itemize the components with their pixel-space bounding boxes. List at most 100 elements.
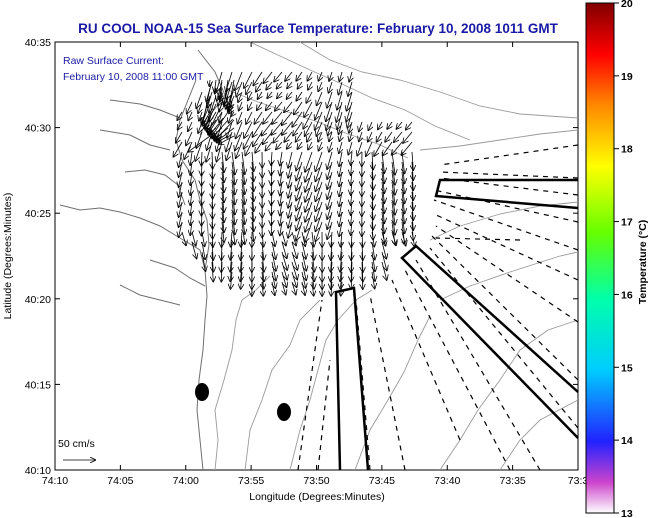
current-vector xyxy=(327,211,333,229)
current-vector xyxy=(412,181,413,200)
current-vector xyxy=(382,231,386,246)
current-vector xyxy=(253,131,263,146)
current-vector xyxy=(212,251,213,272)
current-vector xyxy=(351,161,352,175)
current-vector xyxy=(337,91,343,110)
current-vector xyxy=(337,111,343,129)
coastline-segment xyxy=(109,99,181,119)
current-vector xyxy=(262,251,264,272)
current-vector xyxy=(402,201,405,223)
current-vector xyxy=(272,271,275,288)
colorbar-label: Temperature (°C) xyxy=(637,220,649,305)
colorbar-tick-label: 19 xyxy=(621,71,633,83)
current-vector xyxy=(401,141,413,155)
current-vector xyxy=(349,71,352,82)
coastline-segment xyxy=(99,129,171,151)
current-vector xyxy=(392,141,403,155)
current-vector xyxy=(327,91,333,108)
current-vector xyxy=(271,261,276,280)
current-vector xyxy=(263,131,273,144)
current-vector xyxy=(212,231,213,247)
current-vector xyxy=(382,171,384,193)
current-vector xyxy=(282,281,286,294)
current-vector xyxy=(372,231,374,246)
current-vector xyxy=(301,261,306,280)
colorbar-tick-label: 16 xyxy=(621,289,633,301)
shipping-lane-boxes xyxy=(334,178,579,471)
current-vector xyxy=(229,103,235,113)
current-vector xyxy=(281,251,287,270)
current-vector xyxy=(187,101,193,114)
current-vector xyxy=(308,81,312,90)
current-vector xyxy=(392,171,395,194)
current-vector xyxy=(298,81,302,89)
current-vector xyxy=(252,211,254,231)
current-vector xyxy=(331,241,332,260)
current-vector xyxy=(392,201,395,224)
current-vector xyxy=(382,201,384,223)
current-vector xyxy=(222,151,224,172)
x-tick-label: 74:05 xyxy=(107,475,133,487)
current-vector xyxy=(287,81,292,88)
current-vector xyxy=(271,121,283,135)
y-tick-label: 40:35 xyxy=(25,37,51,49)
current-vector xyxy=(190,151,192,165)
current-vector xyxy=(209,79,210,86)
current-vector xyxy=(319,141,322,150)
current-vector xyxy=(317,91,323,105)
current-vector xyxy=(280,221,282,235)
current-vector xyxy=(195,141,203,161)
current-vector xyxy=(190,161,192,175)
current-vector xyxy=(362,271,363,289)
current-vector xyxy=(226,131,233,151)
current-vector xyxy=(188,135,211,152)
current-vector xyxy=(188,111,192,120)
current-vector xyxy=(288,191,293,208)
current-vector xyxy=(245,141,253,155)
current-vector xyxy=(271,191,272,205)
coverage-line xyxy=(403,267,511,471)
current-vector xyxy=(271,161,272,175)
current-vector xyxy=(351,211,352,225)
current-vector xyxy=(277,81,283,89)
current-vector xyxy=(241,271,242,289)
current-vector xyxy=(296,131,303,142)
current-vector xyxy=(382,181,384,203)
current-vector xyxy=(372,261,375,281)
bathymetry-contour xyxy=(244,299,321,471)
current-vector xyxy=(368,131,372,142)
current-vector xyxy=(208,91,213,107)
current-vector xyxy=(276,141,283,149)
x-axis-ticks: 74:10 74:05 74:00 73:55 73:50 73:45 73:40 73:35… xyxy=(42,42,588,487)
current-vector xyxy=(372,171,373,189)
current-vector xyxy=(392,191,395,214)
current-vector xyxy=(219,135,235,144)
current-vector xyxy=(327,171,333,189)
current-vector xyxy=(305,171,313,192)
current-vector xyxy=(288,181,293,198)
current-vector xyxy=(222,191,224,212)
current-vector xyxy=(231,231,232,247)
colorbar-tick-label: 17 xyxy=(621,217,633,229)
current-vector xyxy=(201,171,202,185)
coverage-line xyxy=(435,225,579,323)
current-vector xyxy=(222,201,224,222)
current-vector xyxy=(190,221,192,235)
bathymetry-contour xyxy=(419,129,579,151)
current-vector xyxy=(339,141,342,153)
current-vector xyxy=(271,151,272,165)
colorbar-tick-label: 14 xyxy=(621,435,633,447)
current-vector xyxy=(222,171,224,192)
current-vector xyxy=(336,101,343,122)
current-vector xyxy=(217,141,223,161)
current-vector xyxy=(297,141,302,149)
current-vector xyxy=(285,71,293,81)
coverage-line xyxy=(439,171,579,179)
current-vector xyxy=(331,231,332,247)
current-vector xyxy=(402,231,406,246)
current-vector xyxy=(339,221,342,236)
current-vector xyxy=(179,151,182,167)
current-vector xyxy=(347,91,353,111)
current-vector xyxy=(256,81,263,92)
coverage-line xyxy=(391,279,461,441)
